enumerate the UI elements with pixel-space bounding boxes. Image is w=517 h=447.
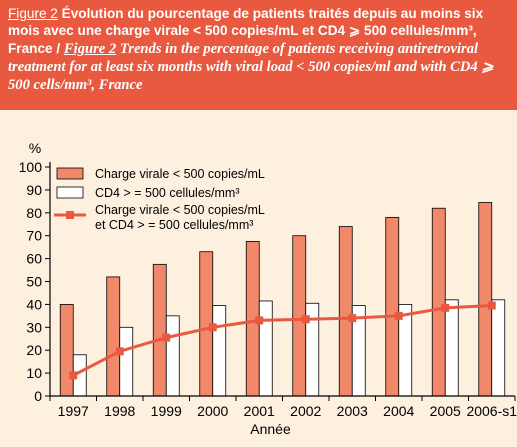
figure-title-fr: Évolution du pourcentage de patients tra…	[8, 6, 484, 56]
bar-cd4	[258, 300, 273, 397]
legend-label-viral-load: Charge virale < 500 copies/mL	[95, 167, 265, 181]
y-tick-label: 10	[26, 365, 42, 381]
bar-cd4	[119, 326, 134, 397]
x-tick-label: 1998	[104, 403, 135, 419]
line-marker	[487, 301, 496, 310]
line-marker	[69, 371, 78, 380]
y-tick-label: 20	[26, 342, 42, 358]
x-tick-label: 2004	[383, 403, 414, 419]
line-marker	[394, 311, 403, 320]
y-tick-label: 80	[26, 205, 42, 221]
bar-viral-load	[385, 216, 400, 397]
y-tick-label: 30	[26, 319, 42, 335]
bar-viral-load	[431, 207, 446, 397]
x-tick-label: 2006-s1	[466, 403, 517, 419]
line-marker	[441, 303, 450, 312]
y-axis-label: %	[29, 140, 41, 156]
line-combined	[72, 304, 492, 377]
bar-cd4	[212, 305, 227, 397]
bar-viral-load	[338, 226, 353, 397]
line-marker	[255, 316, 264, 325]
bar-viral-load	[106, 276, 121, 397]
x-tick-label: 1999	[151, 403, 182, 419]
y-tick-label: 50	[26, 274, 42, 290]
legend-swatch-viral-load	[56, 167, 84, 180]
y-tick-label: 60	[26, 251, 42, 267]
bar-cd4	[165, 315, 180, 397]
bar-viral-load	[59, 303, 74, 397]
x-tick-label: 2000	[197, 403, 228, 419]
x-tick-label: 2002	[290, 403, 321, 419]
line-marker	[348, 314, 357, 323]
bar-viral-load	[478, 202, 493, 397]
legend-label-combined: Charge virale < 500 copies/mL et CD4 > = …	[95, 203, 265, 232]
figure-label-fr[interactable]: Figure 2	[8, 6, 58, 21]
legend-label-cd4: CD4 > = 500 cellules/mm³	[95, 186, 240, 200]
x-tick-label: 1997	[58, 403, 89, 419]
bar-viral-load	[152, 263, 167, 397]
legend-swatch-cd4	[56, 186, 84, 199]
x-tick-label: 2001	[244, 403, 275, 419]
bar-cd4	[491, 299, 506, 397]
legend-swatch-line-marker	[66, 211, 74, 219]
figure-label-en[interactable]: Figure 2	[63, 40, 117, 57]
bar-cd4	[444, 299, 459, 397]
x-axis-label: Année	[250, 421, 291, 437]
chart: % 0 10 20 30 40 50 60 70 80 90 100 1997 1998 1999 2000 2…	[19, 140, 517, 437]
line-marker	[301, 315, 310, 324]
x-tick-label: 2003	[337, 403, 368, 419]
y-tick-label: 90	[26, 182, 42, 198]
y-tick-label: 40	[26, 296, 42, 312]
line-marker	[208, 323, 217, 332]
figure-title-en: Trends in the percentage of patients rec…	[8, 40, 494, 94]
y-tick-label: 100	[19, 159, 43, 175]
x-tick-label: 2005	[430, 403, 461, 419]
y-tick-label: 70	[26, 228, 42, 244]
figure-header: Figure 2 Évolution du pourcentage de pat…	[0, 0, 517, 110]
y-tick-label: 0	[34, 388, 42, 404]
line-marker	[115, 347, 124, 356]
line-marker	[162, 333, 171, 342]
